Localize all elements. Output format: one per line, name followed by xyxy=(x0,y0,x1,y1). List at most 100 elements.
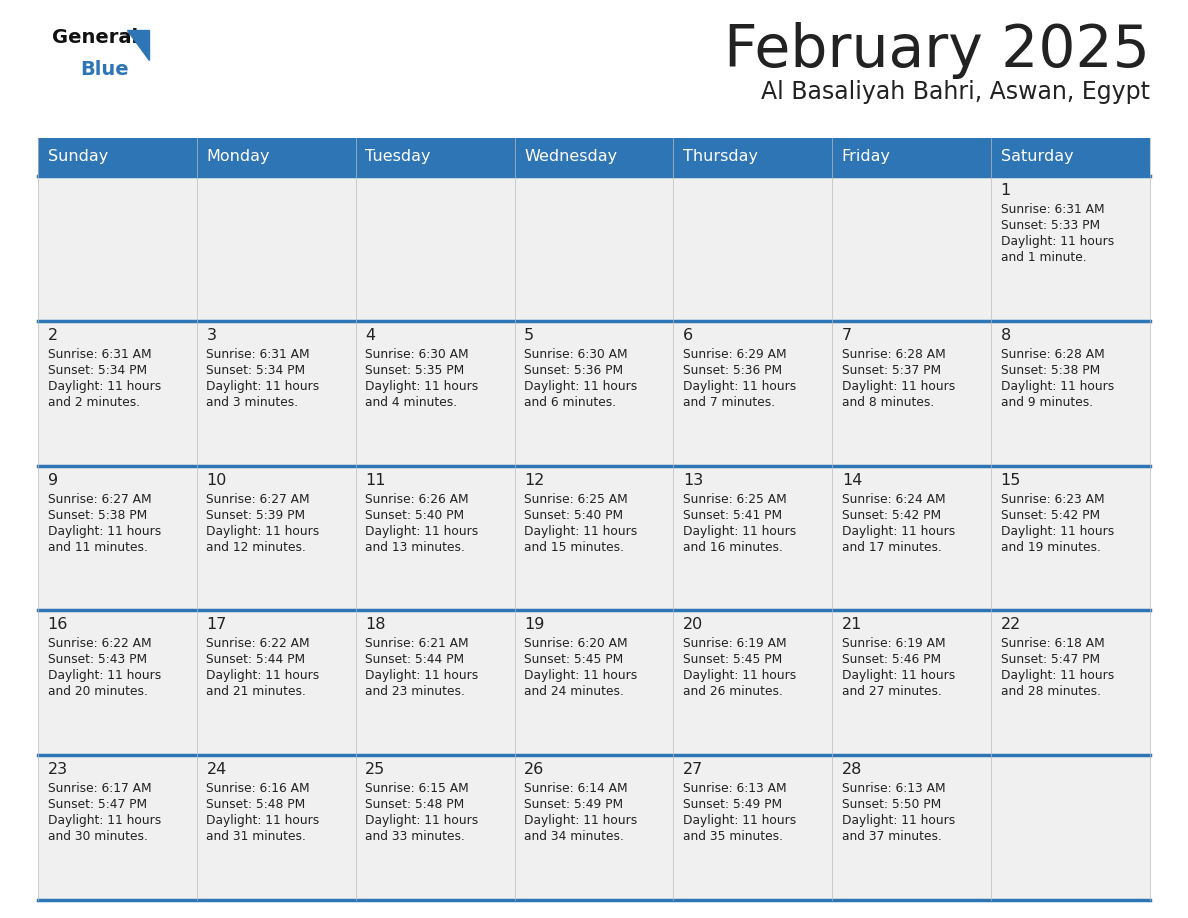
Text: Sunset: 5:50 PM: Sunset: 5:50 PM xyxy=(842,798,941,812)
Text: Daylight: 11 hours: Daylight: 11 hours xyxy=(1000,235,1114,248)
Text: 15: 15 xyxy=(1000,473,1020,487)
Bar xyxy=(991,756,1150,900)
Text: Daylight: 11 hours: Daylight: 11 hours xyxy=(842,814,955,827)
Bar xyxy=(514,756,674,900)
Text: and 28 minutes.: and 28 minutes. xyxy=(1000,686,1100,699)
Text: Sunrise: 6:26 AM: Sunrise: 6:26 AM xyxy=(365,493,469,506)
Text: 24: 24 xyxy=(207,762,227,778)
Text: Daylight: 11 hours: Daylight: 11 hours xyxy=(207,669,320,682)
Bar xyxy=(197,138,355,176)
Text: Sunrise: 6:23 AM: Sunrise: 6:23 AM xyxy=(1000,493,1105,506)
Text: Sunset: 5:48 PM: Sunset: 5:48 PM xyxy=(365,798,465,812)
Text: Sunset: 5:47 PM: Sunset: 5:47 PM xyxy=(48,798,146,812)
Text: Daylight: 11 hours: Daylight: 11 hours xyxy=(48,380,160,393)
Text: 11: 11 xyxy=(365,473,386,487)
Text: and 30 minutes.: and 30 minutes. xyxy=(48,830,147,844)
Text: 23: 23 xyxy=(48,762,68,778)
Bar xyxy=(514,320,674,465)
Text: Daylight: 11 hours: Daylight: 11 hours xyxy=(365,669,479,682)
Text: Sunset: 5:39 PM: Sunset: 5:39 PM xyxy=(207,509,305,521)
Text: Sunset: 5:41 PM: Sunset: 5:41 PM xyxy=(683,509,782,521)
Text: 1: 1 xyxy=(1000,183,1011,198)
Text: and 19 minutes.: and 19 minutes. xyxy=(1000,541,1100,554)
Bar xyxy=(514,610,674,756)
Text: Thursday: Thursday xyxy=(683,150,758,164)
Text: Sunset: 5:49 PM: Sunset: 5:49 PM xyxy=(683,798,782,812)
Text: Friday: Friday xyxy=(842,150,891,164)
Text: February 2025: February 2025 xyxy=(725,22,1150,79)
Bar xyxy=(833,320,991,465)
Bar xyxy=(355,320,514,465)
Text: and 6 minutes.: and 6 minutes. xyxy=(524,396,617,409)
Text: Monday: Monday xyxy=(207,150,270,164)
Text: Sunrise: 6:27 AM: Sunrise: 6:27 AM xyxy=(48,493,151,506)
Text: Daylight: 11 hours: Daylight: 11 hours xyxy=(524,524,637,538)
Text: 25: 25 xyxy=(365,762,385,778)
Text: Sunrise: 6:25 AM: Sunrise: 6:25 AM xyxy=(524,493,627,506)
Text: Sunset: 5:34 PM: Sunset: 5:34 PM xyxy=(207,364,305,376)
Text: Sunrise: 6:27 AM: Sunrise: 6:27 AM xyxy=(207,493,310,506)
Text: 12: 12 xyxy=(524,473,544,487)
Text: Daylight: 11 hours: Daylight: 11 hours xyxy=(842,380,955,393)
Bar xyxy=(355,138,514,176)
Bar xyxy=(991,176,1150,320)
Text: and 26 minutes.: and 26 minutes. xyxy=(683,686,783,699)
Text: Sunrise: 6:30 AM: Sunrise: 6:30 AM xyxy=(524,348,627,361)
Text: and 27 minutes.: and 27 minutes. xyxy=(842,686,942,699)
Text: 16: 16 xyxy=(48,618,68,633)
Text: General: General xyxy=(52,28,138,47)
Bar xyxy=(38,176,197,320)
Text: 9: 9 xyxy=(48,473,58,487)
Text: Wednesday: Wednesday xyxy=(524,150,618,164)
Text: and 35 minutes.: and 35 minutes. xyxy=(683,830,783,844)
Text: Sunrise: 6:14 AM: Sunrise: 6:14 AM xyxy=(524,782,627,795)
Text: Daylight: 11 hours: Daylight: 11 hours xyxy=(207,814,320,827)
Bar xyxy=(514,176,674,320)
Text: 19: 19 xyxy=(524,618,544,633)
Text: Tuesday: Tuesday xyxy=(365,150,431,164)
Bar xyxy=(355,176,514,320)
Text: and 37 minutes.: and 37 minutes. xyxy=(842,830,942,844)
Bar xyxy=(38,320,197,465)
Bar xyxy=(833,176,991,320)
Text: Sunrise: 6:17 AM: Sunrise: 6:17 AM xyxy=(48,782,151,795)
Text: Daylight: 11 hours: Daylight: 11 hours xyxy=(365,524,479,538)
Text: and 12 minutes.: and 12 minutes. xyxy=(207,541,307,554)
Text: Sunrise: 6:31 AM: Sunrise: 6:31 AM xyxy=(1000,203,1105,216)
Text: Sunrise: 6:25 AM: Sunrise: 6:25 AM xyxy=(683,493,786,506)
Text: Saturday: Saturday xyxy=(1000,150,1073,164)
Bar xyxy=(38,138,197,176)
Text: and 8 minutes.: and 8 minutes. xyxy=(842,396,934,409)
Text: and 21 minutes.: and 21 minutes. xyxy=(207,686,307,699)
Text: Sunrise: 6:19 AM: Sunrise: 6:19 AM xyxy=(842,637,946,650)
Text: Daylight: 11 hours: Daylight: 11 hours xyxy=(1000,380,1114,393)
Text: 27: 27 xyxy=(683,762,703,778)
Text: Sunrise: 6:31 AM: Sunrise: 6:31 AM xyxy=(48,348,151,361)
Text: Daylight: 11 hours: Daylight: 11 hours xyxy=(365,814,479,827)
Text: Daylight: 11 hours: Daylight: 11 hours xyxy=(683,814,796,827)
Bar xyxy=(197,320,355,465)
Bar xyxy=(991,465,1150,610)
Text: and 16 minutes.: and 16 minutes. xyxy=(683,541,783,554)
Text: Sunrise: 6:20 AM: Sunrise: 6:20 AM xyxy=(524,637,627,650)
Text: Sunset: 5:43 PM: Sunset: 5:43 PM xyxy=(48,654,146,666)
Text: Sunday: Sunday xyxy=(48,150,108,164)
Text: Sunrise: 6:21 AM: Sunrise: 6:21 AM xyxy=(365,637,469,650)
Text: Daylight: 11 hours: Daylight: 11 hours xyxy=(1000,524,1114,538)
Bar xyxy=(674,320,833,465)
Text: Sunset: 5:35 PM: Sunset: 5:35 PM xyxy=(365,364,465,376)
Bar xyxy=(197,756,355,900)
Text: Sunset: 5:47 PM: Sunset: 5:47 PM xyxy=(1000,654,1100,666)
Text: and 17 minutes.: and 17 minutes. xyxy=(842,541,942,554)
Text: and 31 minutes.: and 31 minutes. xyxy=(207,830,307,844)
Text: 20: 20 xyxy=(683,618,703,633)
Text: and 1 minute.: and 1 minute. xyxy=(1000,251,1086,264)
Text: Sunrise: 6:22 AM: Sunrise: 6:22 AM xyxy=(207,637,310,650)
Text: Daylight: 11 hours: Daylight: 11 hours xyxy=(365,380,479,393)
Text: Sunset: 5:42 PM: Sunset: 5:42 PM xyxy=(1000,509,1100,521)
Bar xyxy=(833,465,991,610)
Text: and 34 minutes.: and 34 minutes. xyxy=(524,830,624,844)
Bar xyxy=(197,176,355,320)
Text: Daylight: 11 hours: Daylight: 11 hours xyxy=(683,380,796,393)
Text: Sunset: 5:34 PM: Sunset: 5:34 PM xyxy=(48,364,146,376)
